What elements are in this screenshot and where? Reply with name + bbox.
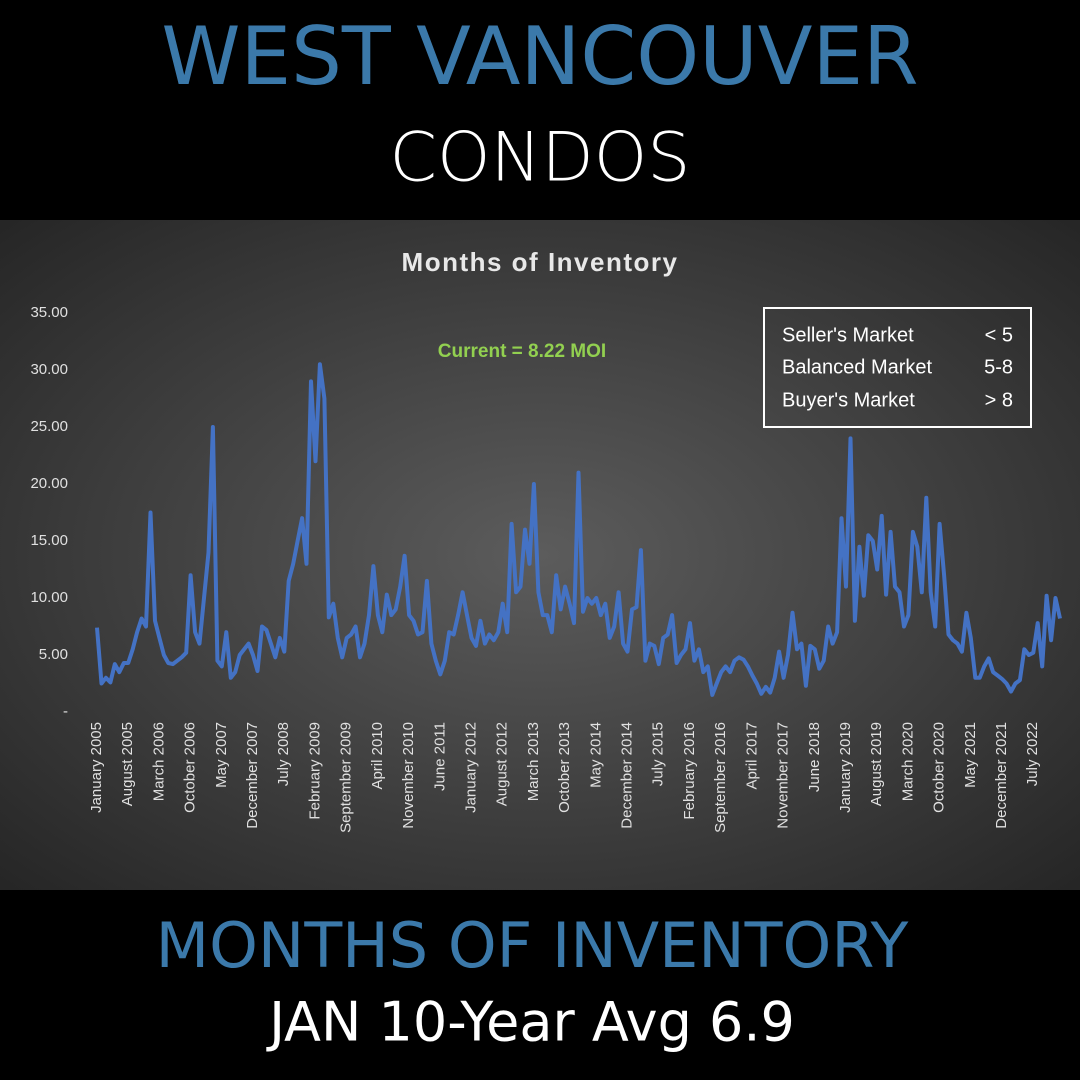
x-tick-label: June 2011 — [431, 722, 448, 791]
annotation: Current = 8.22 MOI — [438, 341, 606, 362]
key-range: < 5 — [985, 324, 1013, 346]
x-tick-label: September 2009 — [338, 722, 355, 833]
x-tick-label: August 2019 — [868, 722, 885, 806]
x-tick-label: August 2005 — [119, 722, 136, 806]
x-tick-label: February 2009 — [306, 722, 323, 820]
footer-subtitle: JAN 10-Year Avg 6.9 — [266, 991, 795, 1054]
x-tick-label: November 2010 — [400, 722, 417, 829]
x-tick-label: July 2015 — [650, 722, 667, 786]
x-tick-label: May 2007 — [213, 722, 230, 788]
key-label: Seller's Market — [782, 324, 914, 346]
key-range: 5-8 — [984, 356, 1013, 378]
x-tick-label: March 2020 — [899, 722, 916, 801]
x-tick-label: March 2013 — [525, 722, 542, 801]
y-tick-label: 15.00 — [30, 532, 68, 549]
x-tick-label: December 2021 — [993, 722, 1010, 829]
x-tick-label: April 2010 — [369, 722, 386, 790]
x-tick-label: October 2020 — [931, 722, 948, 813]
y-tick-label: 5.00 — [39, 646, 68, 663]
x-tick-label: June 2018 — [806, 722, 823, 792]
x-tick-label: January 2019 — [837, 722, 854, 813]
x-tick-label: October 2013 — [556, 722, 573, 813]
footer-title: MONTHS OF INVENTORY — [156, 909, 909, 982]
key-label: Buyer's Market — [782, 389, 915, 411]
header-title: WEST VANCOUVER — [161, 10, 918, 103]
x-tick-label: July 2022 — [1024, 722, 1041, 786]
header-subtitle: CONDOS — [390, 119, 691, 198]
y-tick-label: 20.00 — [30, 475, 68, 492]
x-tick-label: August 2012 — [494, 722, 511, 806]
chart-area — [0, 220, 1080, 890]
market-key-box — [763, 307, 1032, 428]
y-tick-label: 10.00 — [30, 589, 68, 606]
x-tick-label: January 2012 — [462, 722, 479, 813]
x-tick-label: April 2017 — [743, 722, 760, 790]
x-tick-label: February 2016 — [681, 722, 698, 820]
x-tick-label: July 2008 — [275, 722, 292, 786]
x-tick-label: November 2017 — [775, 722, 792, 829]
y-tick-label: 25.00 — [30, 418, 68, 435]
x-tick-label: December 2007 — [244, 722, 261, 829]
y-tick-label: 35.00 — [30, 304, 68, 321]
x-tick-label: September 2016 — [712, 722, 729, 833]
y-tick-label: - — [63, 703, 68, 720]
x-tick-label: January 2005 — [88, 722, 105, 813]
key-label: Balanced Market — [782, 356, 933, 378]
x-tick-label: October 2006 — [182, 722, 199, 813]
x-tick-label: May 2014 — [587, 722, 604, 788]
y-tick-label: 30.00 — [30, 361, 68, 378]
x-tick-label: May 2021 — [962, 722, 979, 788]
series-line — [95, 362, 1062, 697]
chart-title: Months of Inventory — [402, 247, 679, 277]
x-tick-label: March 2006 — [150, 722, 167, 801]
key-range: > 8 — [985, 389, 1013, 411]
x-tick-label: December 2014 — [619, 722, 636, 829]
